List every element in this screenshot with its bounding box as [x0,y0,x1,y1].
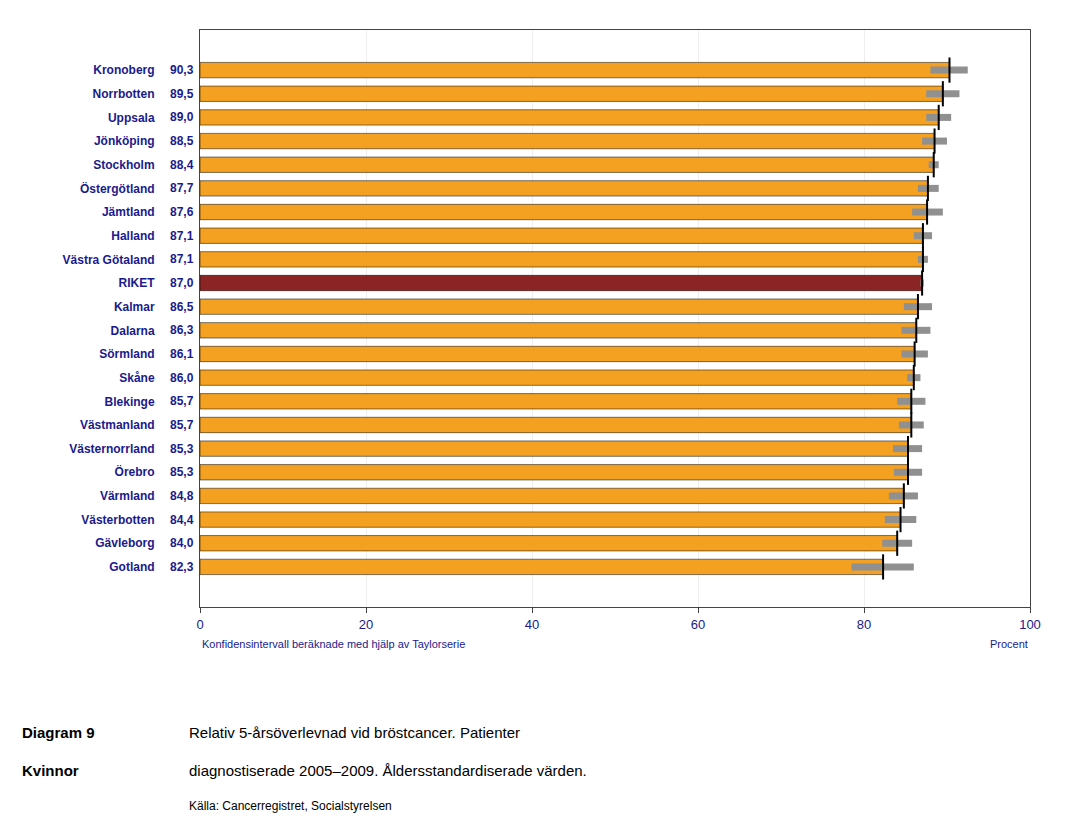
svg-text:20: 20 [359,617,373,632]
svg-text:Västerbotten: Västerbotten [81,513,154,527]
svg-text:89,0: 89,0 [170,110,194,124]
svg-text:84,0: 84,0 [170,536,194,550]
svg-text:88,5: 88,5 [170,134,194,148]
svg-text:86,0: 86,0 [170,371,194,385]
svg-text:Stockholm: Stockholm [93,158,154,172]
svg-text:Sörmland: Sörmland [99,347,154,361]
svg-text:Västra Götaland: Västra Götaland [63,253,155,267]
svg-text:89,5: 89,5 [170,87,194,101]
svg-text:Uppsala: Uppsala [108,111,155,125]
svg-text:85,3: 85,3 [170,465,194,479]
svg-text:Norrbotten: Norrbotten [93,87,155,101]
svg-text:100: 100 [1019,617,1041,632]
svg-text:60: 60 [691,617,705,632]
svg-text:82,3: 82,3 [170,560,194,574]
svg-text:87,7: 87,7 [170,181,194,195]
svg-text:90,3: 90,3 [170,63,194,77]
svg-text:Jönköping: Jönköping [94,134,155,148]
svg-text:Konfidensintervall beräknade m: Konfidensintervall beräknade med hjälp a… [202,638,465,650]
svg-text:Källa: Cancerregistret, Social: Källa: Cancerregistret, Socialstyrelsen [189,799,392,813]
svg-text:Kronoberg: Kronoberg [93,63,154,77]
svg-text:Diagram 9: Diagram 9 [22,724,95,741]
svg-text:Örebro: Örebro [115,464,155,479]
svg-text:Västernorrland: Västernorrland [69,442,154,456]
svg-text:86,3: 86,3 [170,323,194,337]
svg-text:Värmland: Värmland [100,489,155,503]
svg-text:40: 40 [525,617,539,632]
svg-text:Kalmar: Kalmar [114,300,155,314]
svg-text:84,8: 84,8 [170,489,194,503]
svg-text:0: 0 [196,617,203,632]
svg-text:87,1: 87,1 [170,229,194,243]
svg-text:85,3: 85,3 [170,442,194,456]
svg-text:diagnostiserade 2005–2009. Åld: diagnostiserade 2005–2009. Åldersstandar… [189,762,587,779]
svg-text:88,4: 88,4 [170,158,194,172]
svg-text:86,5: 86,5 [170,300,194,314]
svg-text:85,7: 85,7 [170,418,194,432]
svg-text:Blekinge: Blekinge [105,395,155,409]
svg-text:Kvinnor: Kvinnor [22,762,79,779]
svg-text:Östergötland: Östergötland [80,181,155,196]
svg-text:87,6: 87,6 [170,205,194,219]
svg-text:87,0: 87,0 [170,276,194,290]
svg-text:87,1: 87,1 [170,252,194,266]
svg-text:Halland: Halland [111,229,154,243]
svg-text:Gävleborg: Gävleborg [95,536,154,550]
svg-text:Procent: Procent [990,638,1028,650]
svg-text:Jämtland: Jämtland [102,205,155,219]
svg-text:Relativ 5-årsöverlevnad vid br: Relativ 5-årsöverlevnad vid bröstcancer.… [189,724,520,741]
svg-text:86,1: 86,1 [170,347,194,361]
svg-text:Dalarna: Dalarna [111,324,155,338]
svg-text:84,4: 84,4 [170,513,194,527]
svg-text:Västmanland: Västmanland [80,418,155,432]
svg-text:85,7: 85,7 [170,394,194,408]
svg-text:Skåne: Skåne [119,371,155,385]
svg-text:80: 80 [857,617,871,632]
svg-text:Gotland: Gotland [109,560,154,574]
svg-text:RIKET: RIKET [119,276,156,290]
